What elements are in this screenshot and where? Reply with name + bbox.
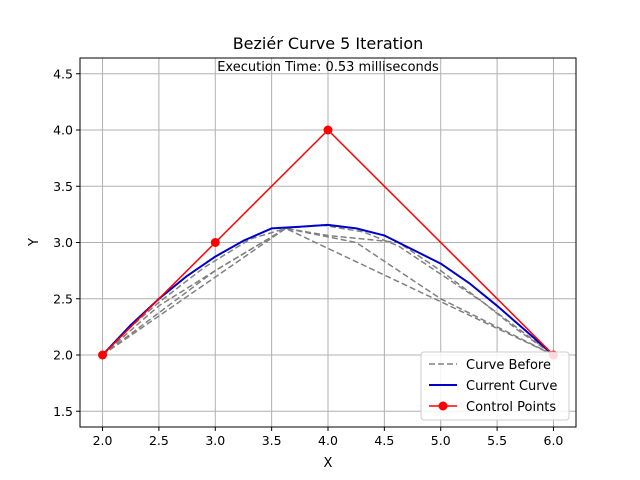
legend-box [420,351,570,421]
y-axis-label: Y [27,238,42,247]
curve-before-line [102,227,554,356]
y-tick-label: 3.0 [53,235,73,250]
x-tick-label: 3.5 [262,433,282,448]
x-tick-label: 3.0 [205,433,225,448]
legend-label-curve-before: Curve Before [466,358,551,373]
chart-title: Beziér Curve 5 Iteration [233,34,424,53]
legend: Curve Before Current Curve Control Point… [420,351,570,421]
legend-label-control-points: Control Points [466,400,556,415]
y-tick-label: 4.5 [53,66,73,81]
x-tick-label: 2.5 [149,433,169,448]
x-tick-label: 6.0 [544,433,564,448]
execution-time-annotation: Execution Time: 0.53 milliseconds [217,60,439,75]
x-tick-label: 5.5 [487,433,507,448]
ticks: 2.0 2.5 3.0 3.5 4.0 4.5 5.0 5.5 6.0 1.5 2.0 2.5 3.0 3… [53,66,563,448]
x-axis-label: X [324,456,333,471]
x-tick-label: 5.0 [431,433,451,448]
legend-label-current-curve: Current Curve [466,379,557,394]
y-tick-label: 1.5 [53,404,73,419]
legend-marker-control-points [438,401,448,411]
control-point-marker [210,238,220,247]
control-point-marker [323,125,333,135]
control-point-marker [98,350,108,360]
x-tick-label: 4.5 [374,433,394,448]
control-polygon-line [101,128,555,356]
x-tick-label: 4.0 [318,433,338,448]
x-tick-label: 2.0 [93,433,113,448]
plot-area [98,125,558,360]
current-curve-line [101,223,555,356]
y-tick-label: 2.5 [53,291,73,306]
y-tick-label: 3.5 [53,179,73,194]
y-tick-label: 2.0 [53,348,73,363]
curve-before-line [101,224,554,356]
y-tick-label: 4.0 [53,123,73,138]
curve-before-line [102,227,554,356]
